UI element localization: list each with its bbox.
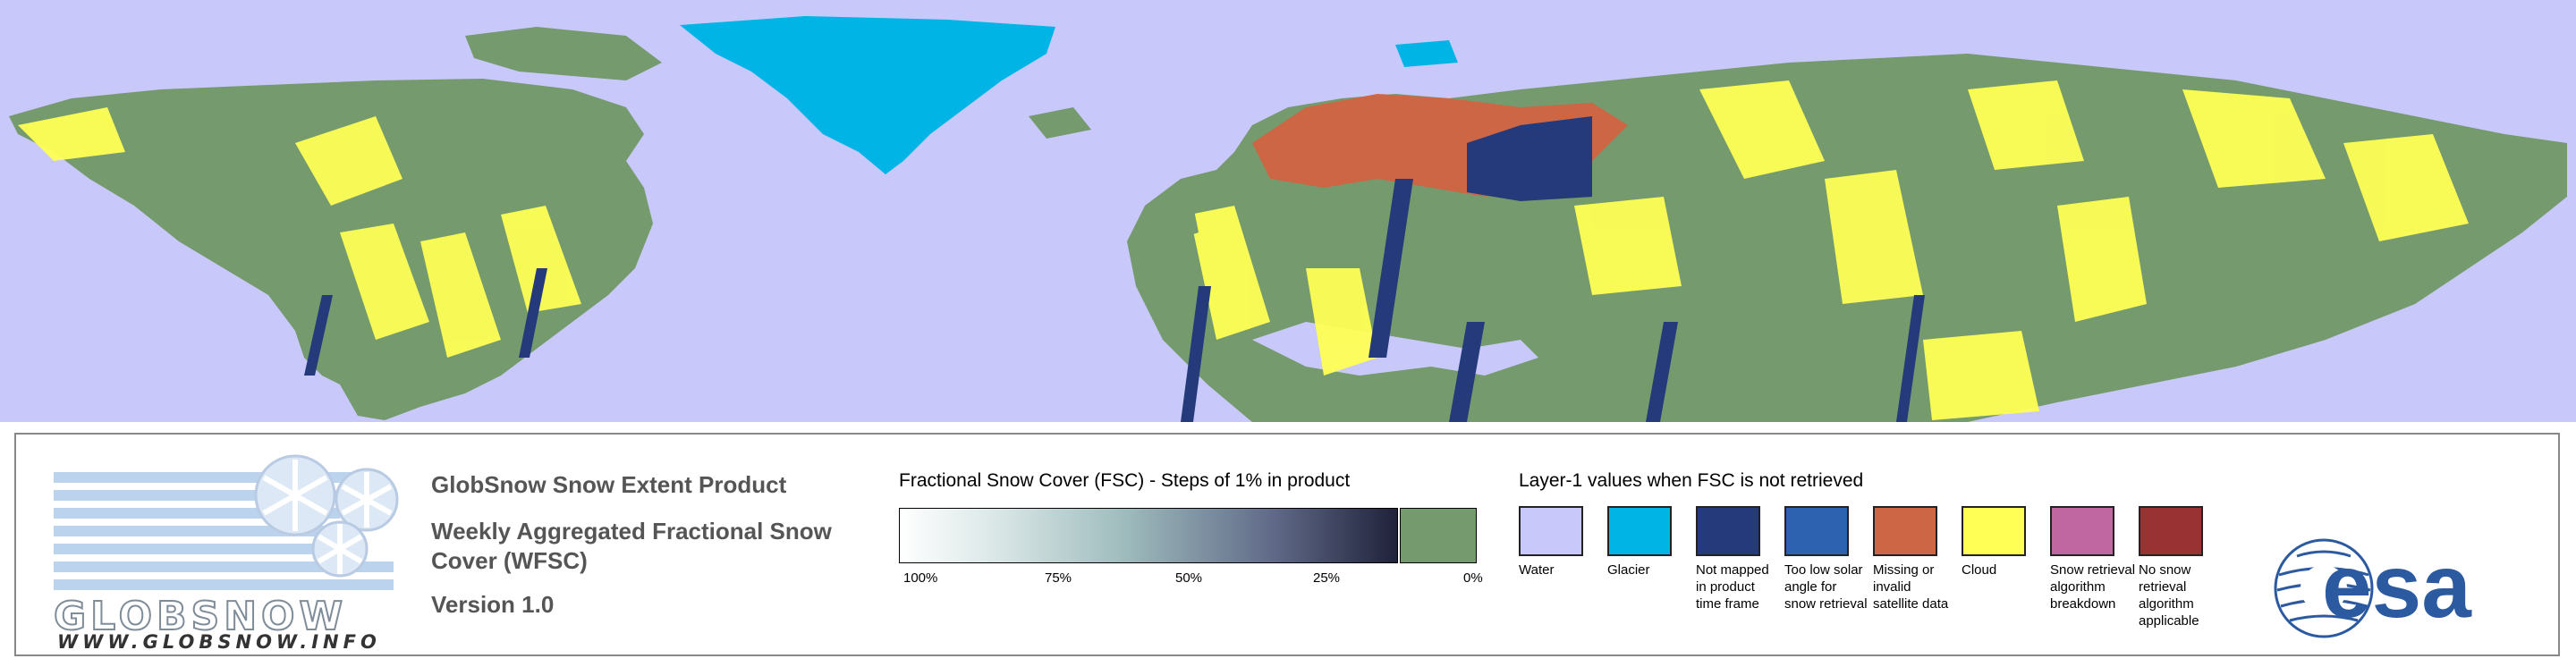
iceland — [1029, 107, 1091, 139]
map-canvas — [9, 16, 2567, 422]
swatch-cloud — [1962, 506, 2026, 556]
fsc-gradient-bar — [899, 508, 1398, 563]
product-version: Version 1.0 — [431, 591, 555, 618]
layer1-legend-title: Layer-1 values when FSC is not retrieved — [1519, 470, 1864, 491]
british-isles — [1163, 188, 1199, 241]
snow-cover-map — [0, 0, 2576, 422]
product-subtitle-line2: Cover (WFSC) — [431, 547, 588, 574]
swatch-missing-data — [1873, 506, 1937, 556]
label-no-algorithm: No snow retrieval algorithm applicable — [2139, 562, 2199, 629]
swatch-not-mapped — [1696, 506, 1760, 556]
fsc-tick-50: 50% — [1175, 570, 1203, 586]
greenland — [680, 16, 1055, 174]
fsc-tick-100: 100% — [903, 570, 938, 586]
swatch-no-algorithm — [2139, 506, 2203, 556]
esa-logo: esa — [2270, 535, 2538, 651]
swatch-water — [1519, 506, 1583, 556]
product-subtitle-line1: Weekly Aggregated Fractional Snow — [431, 518, 832, 545]
label-glacier: Glacier — [1607, 562, 1650, 578]
swatch-glacier — [1607, 506, 1672, 556]
fsc-legend-title: Fractional Snow Cover (FSC) - Steps of 1… — [899, 470, 1351, 491]
brand-url: WWW.GLOBSNOW.INFO — [57, 631, 381, 653]
brand-name: GLOBSNOW — [53, 593, 347, 640]
globsnow-logo: GLOBSNOW WWW.GLOBSNOW.INFO — [36, 451, 411, 653]
label-water: Water — [1519, 562, 1555, 578]
not-mapped-block — [1467, 116, 1592, 201]
label-algorithm-breakdown: Snow retrieval algorithm breakdown — [2050, 562, 2136, 612]
label-not-mapped: Not mapped in product time frame — [1696, 562, 1769, 612]
label-cloud: Cloud — [1962, 562, 1997, 578]
product-title: GlobSnow Snow Extent Product — [431, 471, 787, 498]
fsc-tick-0: 0% — [1463, 570, 1483, 586]
esa-wordmark: esa — [2322, 536, 2472, 637]
swatch-algorithm-breakdown — [2050, 506, 2114, 556]
arctic-islands — [465, 27, 662, 80]
fsc-tick-75: 75% — [1045, 570, 1072, 586]
snowflake-icon — [254, 454, 399, 578]
legend-panel: GLOBSNOW WWW.GLOBSNOW.INFO GlobSnow Snow… — [14, 433, 2560, 656]
fsc-zero-swatch — [1400, 508, 1477, 563]
orbit-gap-stripes — [304, 179, 1925, 422]
svalbard-glacier — [1395, 40, 1458, 67]
label-missing-data: Missing or invalid satellite data — [1873, 562, 1949, 612]
fsc-tick-25: 25% — [1313, 570, 1341, 586]
swatch-low-solar-angle — [1784, 506, 1849, 556]
cloud-patches — [18, 80, 2469, 420]
esa-globe-icon: esa — [2274, 536, 2472, 638]
label-low-solar-angle: Too low solar angle for snow retrieval — [1784, 562, 1868, 612]
